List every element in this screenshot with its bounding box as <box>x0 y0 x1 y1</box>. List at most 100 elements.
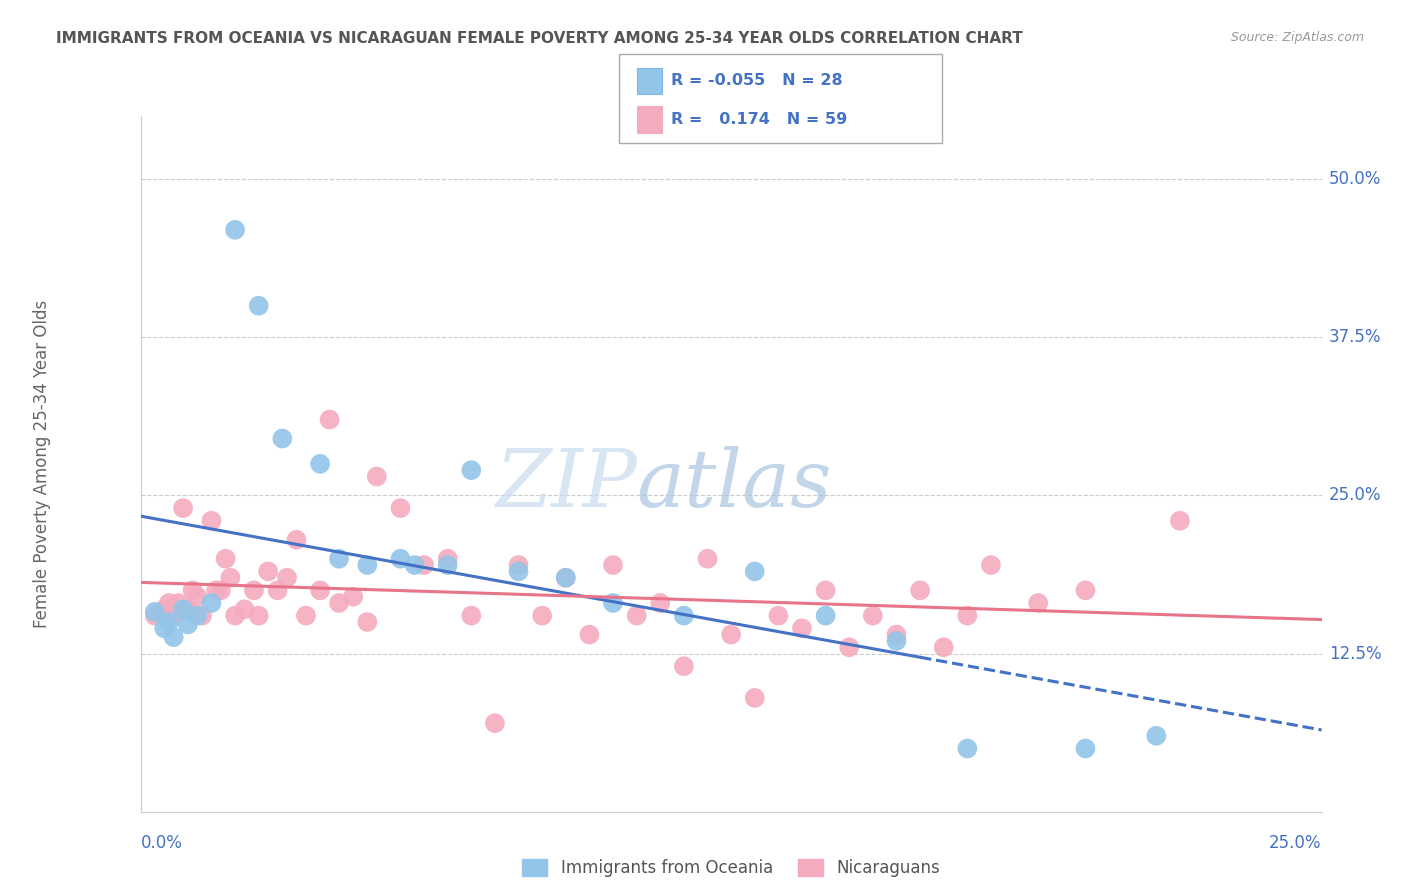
Point <box>205 583 228 598</box>
Point <box>404 558 426 572</box>
Text: R =   0.174   N = 59: R = 0.174 N = 59 <box>671 112 846 127</box>
Point <box>157 615 180 629</box>
Point <box>436 558 458 572</box>
Point <box>1144 729 1167 743</box>
Point <box>626 608 648 623</box>
Point <box>172 602 194 616</box>
Text: 25.0%: 25.0% <box>1270 834 1322 852</box>
Point <box>209 583 232 598</box>
Point <box>389 551 412 566</box>
Point <box>309 457 332 471</box>
Point <box>153 602 176 616</box>
Text: Female Poverty Among 25-34 Year Olds: Female Poverty Among 25-34 Year Olds <box>34 300 51 628</box>
Point <box>200 514 222 528</box>
Point <box>672 659 695 673</box>
Point <box>602 558 624 572</box>
Point <box>696 551 718 566</box>
Point <box>908 583 931 598</box>
Point <box>157 596 180 610</box>
Point <box>295 608 318 623</box>
Point <box>460 463 482 477</box>
Point <box>328 551 350 566</box>
Point <box>247 608 270 623</box>
Point <box>177 617 200 632</box>
Text: ZIP: ZIP <box>495 446 637 524</box>
Point <box>163 608 186 623</box>
Point <box>153 621 176 635</box>
Point <box>342 590 364 604</box>
Point <box>484 716 506 731</box>
Text: Source: ZipAtlas.com: Source: ZipAtlas.com <box>1230 31 1364 45</box>
Point <box>328 596 350 610</box>
Point <box>366 469 388 483</box>
Point <box>285 533 308 547</box>
Text: 37.5%: 37.5% <box>1329 328 1381 346</box>
Point <box>413 558 436 572</box>
Point <box>508 565 530 579</box>
Point <box>276 571 298 585</box>
Point <box>932 640 955 655</box>
Point <box>886 634 908 648</box>
Point <box>356 615 378 629</box>
Point <box>814 608 837 623</box>
Text: atlas: atlas <box>637 446 832 524</box>
Point <box>389 501 412 516</box>
Point <box>233 602 256 616</box>
Text: 50.0%: 50.0% <box>1329 170 1381 188</box>
Point <box>1168 514 1191 528</box>
Point <box>318 412 340 426</box>
Point <box>862 608 884 623</box>
Point <box>247 299 270 313</box>
Point <box>224 608 246 623</box>
Point <box>186 608 208 623</box>
Point <box>1074 583 1097 598</box>
Point <box>172 501 194 516</box>
Point <box>143 608 166 623</box>
Point <box>672 608 695 623</box>
Point <box>531 608 554 623</box>
Point <box>243 583 266 598</box>
Point <box>768 608 790 623</box>
Point <box>1074 741 1097 756</box>
Point <box>271 432 294 446</box>
Point <box>554 571 576 585</box>
Point <box>219 571 242 585</box>
Point <box>143 605 166 619</box>
Point <box>224 223 246 237</box>
Point <box>460 608 482 623</box>
Point <box>956 741 979 756</box>
Point <box>214 551 236 566</box>
Point <box>309 583 332 598</box>
Point <box>554 571 576 585</box>
Point <box>356 558 378 572</box>
Point <box>744 565 766 579</box>
Point <box>602 596 624 610</box>
Point <box>181 583 204 598</box>
Point <box>744 690 766 705</box>
Point <box>436 551 458 566</box>
Point <box>790 621 813 635</box>
Point <box>1026 596 1049 610</box>
Text: IMMIGRANTS FROM OCEANIA VS NICARAGUAN FEMALE POVERTY AMONG 25-34 YEAR OLDS CORRE: IMMIGRANTS FROM OCEANIA VS NICARAGUAN FE… <box>56 31 1024 46</box>
Point <box>163 630 186 644</box>
Text: 0.0%: 0.0% <box>141 834 183 852</box>
Point <box>578 627 600 641</box>
Point <box>838 640 860 655</box>
Text: 25.0%: 25.0% <box>1329 486 1381 505</box>
Legend: Immigrants from Oceania, Nicaraguans: Immigrants from Oceania, Nicaraguans <box>516 852 946 883</box>
Point <box>266 583 288 598</box>
Point <box>191 608 214 623</box>
Point <box>720 627 742 641</box>
Point <box>257 565 280 579</box>
Point <box>508 558 530 572</box>
Point <box>177 602 200 616</box>
Text: 12.5%: 12.5% <box>1329 645 1381 663</box>
Point <box>650 596 672 610</box>
Point <box>814 583 837 598</box>
Text: R = -0.055   N = 28: R = -0.055 N = 28 <box>671 73 842 88</box>
Point <box>200 596 222 610</box>
Point <box>186 590 208 604</box>
Point <box>886 627 908 641</box>
Point <box>956 608 979 623</box>
Point <box>167 596 190 610</box>
